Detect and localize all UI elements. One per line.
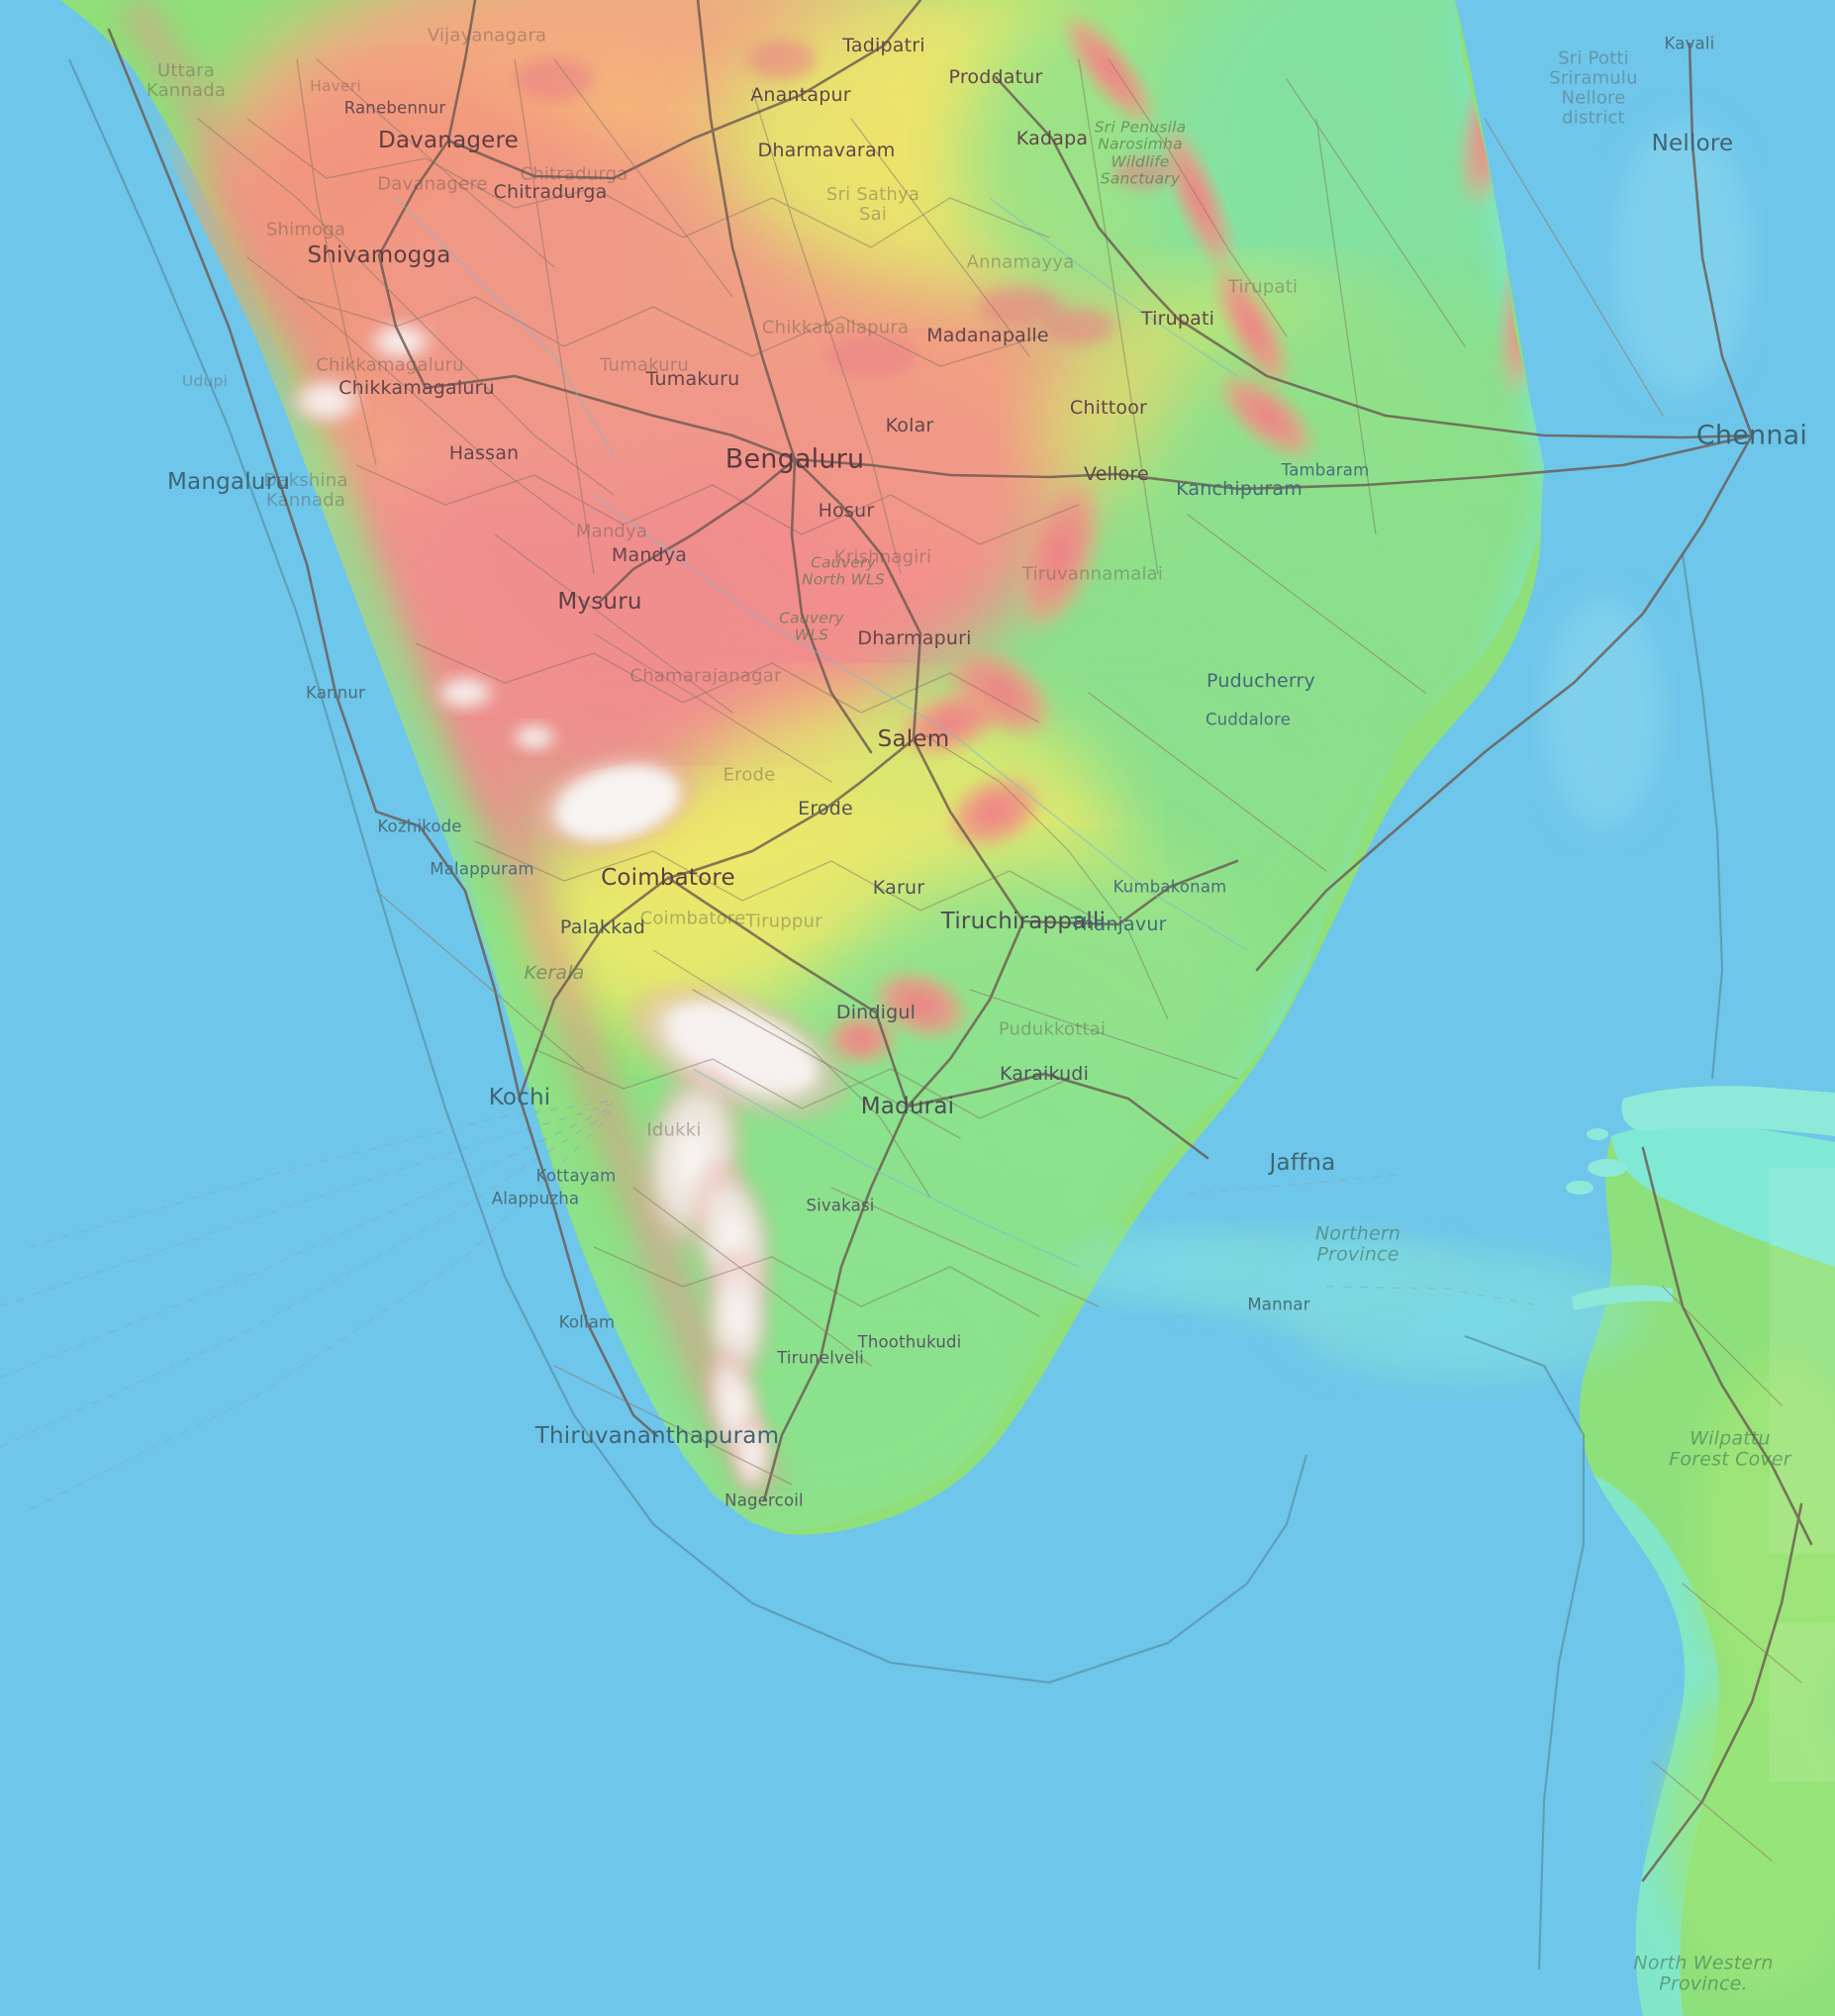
- western-ghats: [119, 0, 850, 1494]
- major-roads: [107, 0, 1813, 1882]
- district-boundaries: [246, 58, 1377, 1317]
- shallow-shelf: [1049, 119, 1752, 1386]
- rivers: [395, 197, 1248, 1268]
- maritime-boundaries: [68, 58, 1724, 1970]
- minor-roads: [197, 58, 1802, 1862]
- dashed-sea-lines: [0, 1100, 1545, 1510]
